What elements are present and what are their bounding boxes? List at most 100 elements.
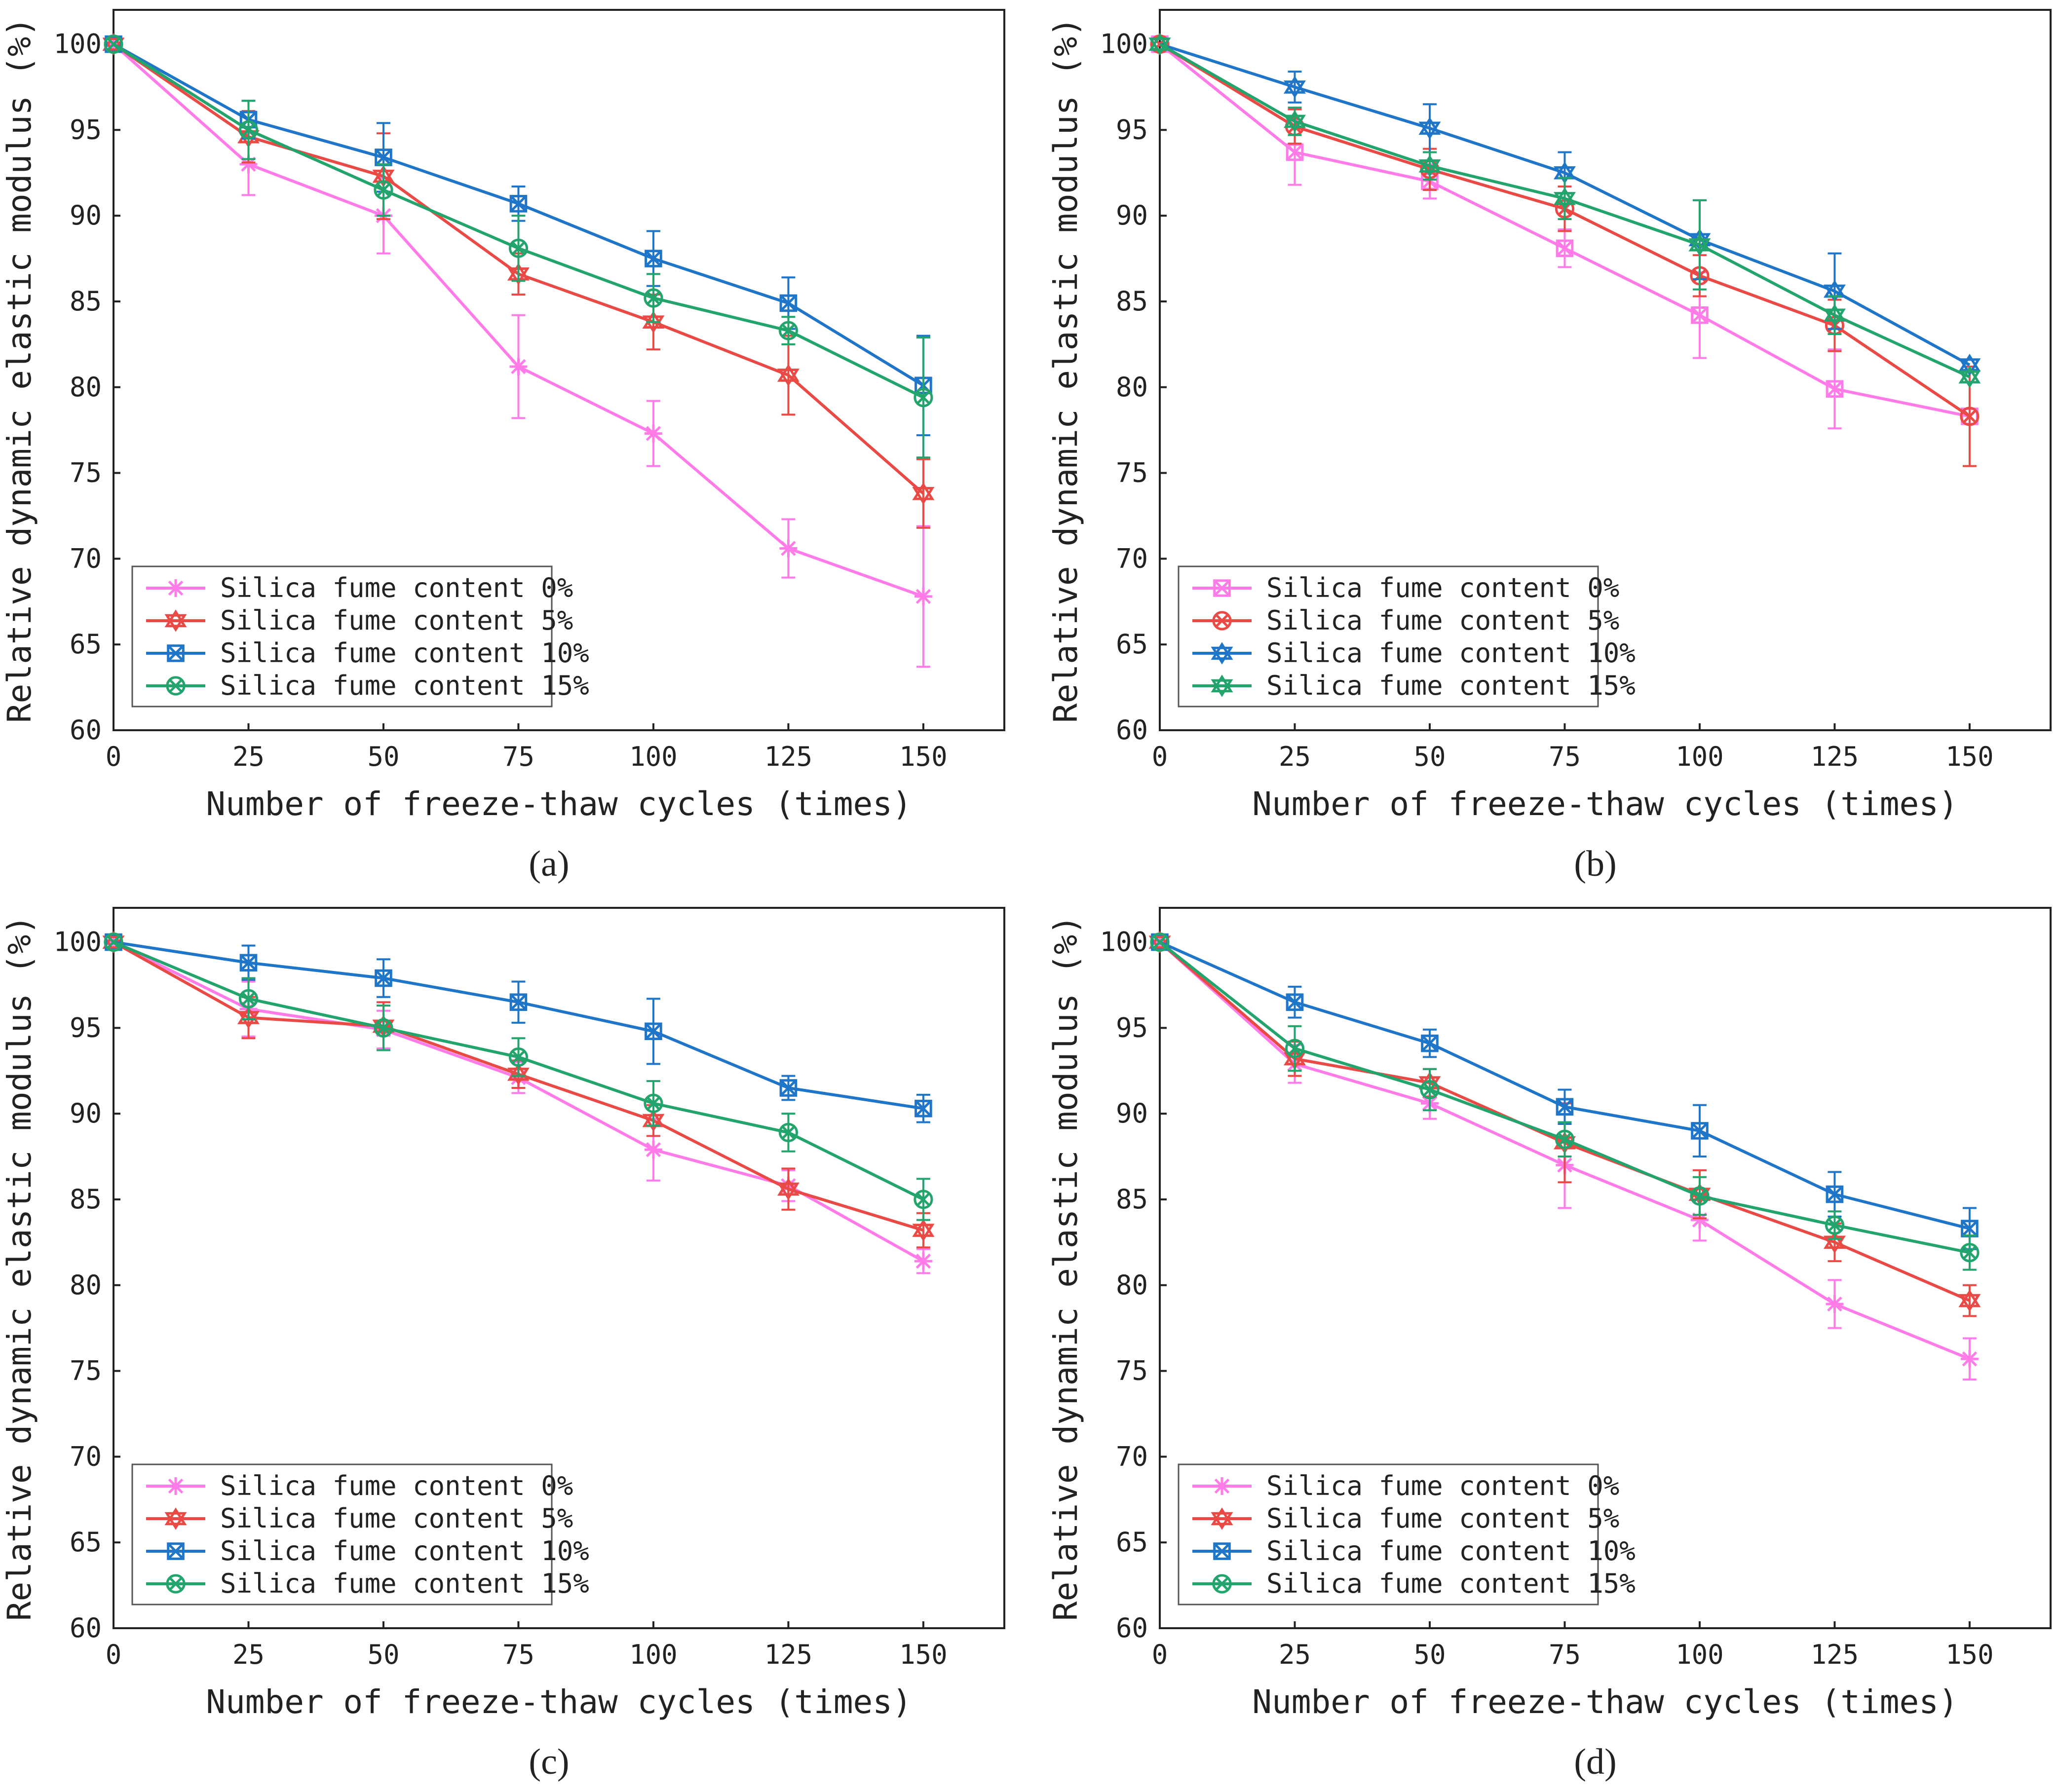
x-tick-label: 50 bbox=[367, 1639, 399, 1670]
x-tick-label: 100 bbox=[629, 1639, 678, 1670]
legend-marker-stroke bbox=[169, 1577, 183, 1591]
data-point-shape bbox=[1420, 1080, 1440, 1100]
x-axis-title: Number of freeze-thaw cycles (times) bbox=[206, 1683, 912, 1721]
data-point-stroke bbox=[780, 1079, 797, 1097]
x-tick-label: 0 bbox=[1152, 1639, 1168, 1670]
y-tick-label: 65 bbox=[1116, 1527, 1148, 1558]
data-point bbox=[1420, 1080, 1440, 1100]
legend-marker bbox=[167, 644, 185, 662]
y-tick-label: 60 bbox=[70, 1612, 102, 1643]
x-tick-label: 150 bbox=[899, 741, 948, 772]
data-point-shape bbox=[1958, 1289, 1981, 1307]
data-point-shape bbox=[1823, 304, 1846, 322]
x-tick-label: 75 bbox=[502, 741, 534, 772]
data-point-shape bbox=[1555, 1129, 1575, 1149]
x-tick-label: 150 bbox=[1945, 741, 1994, 772]
data-point bbox=[1958, 1289, 1981, 1312]
legend-marker bbox=[167, 1542, 185, 1560]
y-tick-label: 85 bbox=[1116, 286, 1148, 317]
x-tick-label: 75 bbox=[1549, 741, 1581, 772]
y-tick-label: 85 bbox=[70, 286, 102, 317]
data-point-shape bbox=[1148, 37, 1171, 56]
data-point bbox=[1825, 1215, 1845, 1235]
data-point bbox=[1826, 1295, 1844, 1313]
data-point-shape bbox=[104, 34, 123, 54]
data-point bbox=[1960, 1350, 1979, 1368]
y-tick-label: 60 bbox=[70, 714, 102, 746]
x-tick-label: 0 bbox=[106, 1639, 122, 1670]
data-point bbox=[645, 250, 662, 267]
y-tick-label: 90 bbox=[1116, 200, 1148, 231]
y-tick-label: 80 bbox=[70, 372, 102, 403]
legend-marker bbox=[167, 579, 185, 597]
data-point bbox=[1556, 1098, 1574, 1116]
y-axis-title: Relative dynamic elastic modulus (%) bbox=[1047, 915, 1085, 1621]
data-point bbox=[645, 1022, 662, 1041]
legend-marker-shape bbox=[1211, 674, 1233, 693]
legend-marker-shape bbox=[1211, 646, 1233, 665]
x-tick-label: 125 bbox=[764, 1639, 813, 1670]
data-point-shape bbox=[1691, 1122, 1709, 1140]
data-point-stroke bbox=[1826, 380, 1843, 398]
data-point-shape bbox=[1826, 380, 1844, 398]
data-point bbox=[1150, 932, 1170, 952]
data-point bbox=[1691, 1122, 1709, 1140]
data-point bbox=[239, 954, 258, 972]
y-tick-label: 60 bbox=[1116, 714, 1148, 746]
y-tick-label: 100 bbox=[53, 927, 102, 958]
y-tick-label: 90 bbox=[70, 200, 102, 231]
data-point-stroke bbox=[1421, 1035, 1439, 1052]
data-point-shape bbox=[777, 1182, 800, 1200]
data-point bbox=[1823, 304, 1846, 327]
data-point bbox=[104, 932, 123, 952]
data-point bbox=[374, 1018, 393, 1038]
data-point-shape bbox=[1556, 239, 1574, 257]
data-point-shape bbox=[1418, 154, 1441, 173]
y-tick-label: 70 bbox=[70, 543, 102, 574]
data-point-shape bbox=[102, 931, 125, 949]
data-point bbox=[914, 1252, 932, 1270]
data-point-stroke bbox=[647, 1096, 660, 1111]
y-tick-label: 80 bbox=[70, 1269, 102, 1301]
y-tick-label: 65 bbox=[70, 1527, 102, 1558]
y-axis-title: Relative dynamic elastic modulus (%) bbox=[0, 17, 38, 723]
data-point-stroke bbox=[107, 37, 120, 51]
y-tick-label: 65 bbox=[70, 629, 102, 660]
legend-marker bbox=[1211, 642, 1233, 665]
legend-label: Silica fume content 5% bbox=[1266, 605, 1619, 636]
legend-marker-stroke bbox=[167, 644, 185, 662]
data-point-stroke bbox=[510, 195, 527, 212]
y-tick-label: 65 bbox=[1116, 629, 1148, 660]
data-point bbox=[644, 1093, 663, 1113]
data-point-shape bbox=[1150, 932, 1170, 952]
data-point bbox=[1826, 1185, 1844, 1203]
data-point-stroke bbox=[377, 183, 390, 197]
legend-marker bbox=[167, 1477, 185, 1495]
data-point-stroke bbox=[1828, 1218, 1842, 1232]
legend-label: Silica fume content 5% bbox=[1266, 1503, 1619, 1534]
data-point-stroke bbox=[1691, 1122, 1709, 1139]
legend-marker-shape bbox=[164, 609, 187, 628]
legend-marker-shape bbox=[166, 676, 186, 696]
data-point-shape bbox=[1823, 284, 1846, 302]
panel-label: (a) bbox=[529, 844, 569, 884]
legend-label: Silica fume content 10% bbox=[1266, 637, 1636, 669]
data-point-stroke bbox=[375, 149, 392, 166]
data-point-shape bbox=[1690, 1186, 1710, 1206]
legend-label: Silica fume content 5% bbox=[220, 605, 573, 636]
data-point-shape bbox=[1285, 1039, 1305, 1058]
y-tick-label: 90 bbox=[70, 1098, 102, 1129]
data-point-shape bbox=[1958, 358, 1981, 376]
data-point-shape bbox=[912, 1219, 935, 1237]
legend-marker-stroke bbox=[1213, 579, 1231, 597]
legend-marker-shape bbox=[1212, 1574, 1232, 1594]
legend-marker-stroke bbox=[1215, 614, 1229, 628]
legend-marker-shape bbox=[164, 1512, 187, 1530]
legend-marker-shape bbox=[167, 644, 185, 662]
legend-label: Silica fume content 0% bbox=[220, 1470, 573, 1501]
data-point-stroke bbox=[1961, 1220, 1978, 1237]
data-point-stroke bbox=[781, 324, 796, 337]
legend-marker-shape bbox=[164, 614, 187, 632]
data-point-stroke bbox=[916, 390, 930, 405]
legend: Silica fume content 0%Silica fume conten… bbox=[1178, 1463, 1636, 1605]
